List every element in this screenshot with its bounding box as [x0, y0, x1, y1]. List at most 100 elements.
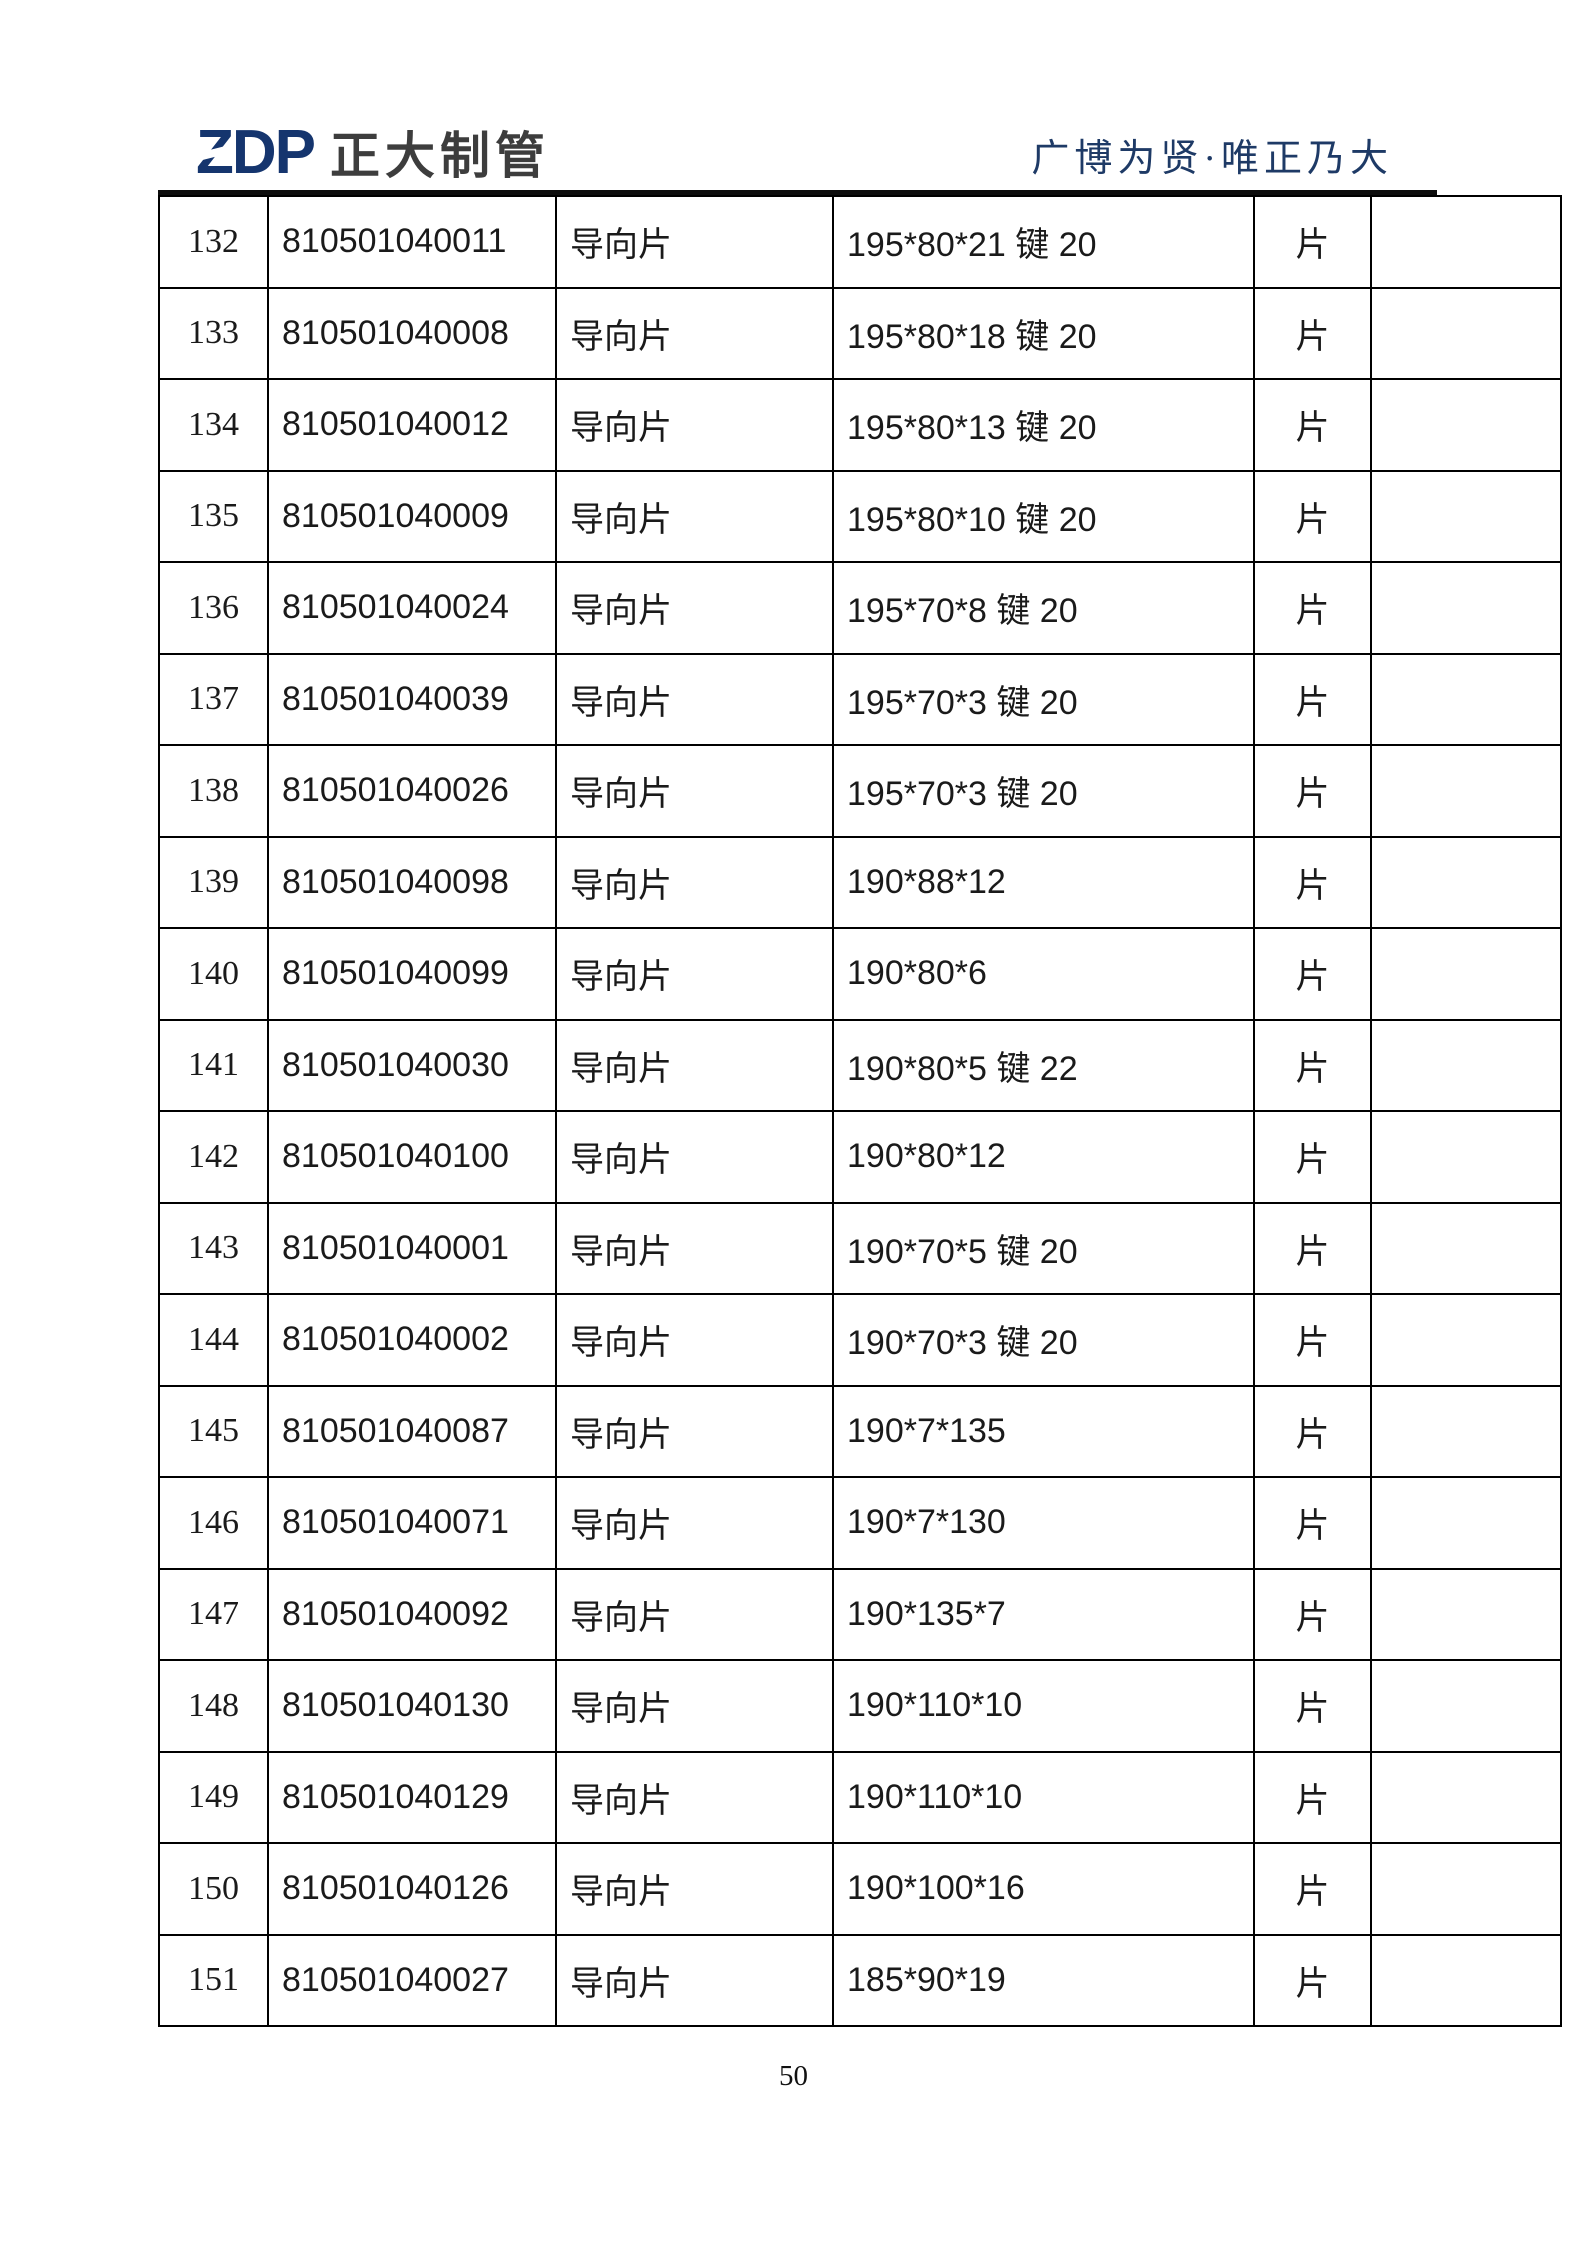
cell-remark [1370, 1567, 1562, 1661]
cell-code: 810501040129 [267, 1750, 557, 1844]
cell-name: 导向片 [555, 1018, 834, 1112]
cell-code: 810501040026 [267, 744, 557, 838]
cell-remark [1370, 195, 1562, 289]
cell-spec: 190*110*10 [832, 1659, 1255, 1753]
table-row: 137 810501040039 导向片 195*70*3 键 20 片 [158, 652, 1562, 746]
cell-remark [1370, 1750, 1562, 1844]
cell-remark [1370, 561, 1562, 655]
cell-name: 导向片 [555, 286, 834, 380]
cell-code: 810501040071 [267, 1476, 557, 1570]
header-rule [158, 190, 1437, 195]
cell-remark [1370, 1933, 1562, 2027]
table-row: 132 810501040011 导向片 195*80*21 键 20 片 [158, 195, 1562, 289]
cell-unit: 片 [1253, 744, 1372, 838]
cell-name: 导向片 [555, 561, 834, 655]
cell-code: 810501040002 [267, 1293, 557, 1387]
table-row: 139 810501040098 导向片 190*88*12 片 [158, 835, 1562, 929]
company-logo: ZDP 正大制管 [192, 122, 550, 184]
cell-index: 134 [158, 378, 269, 472]
cell-index: 147 [158, 1567, 269, 1661]
cell-code: 810501040008 [267, 286, 557, 380]
cell-name: 导向片 [555, 652, 834, 746]
parts-table: 132 810501040011 导向片 195*80*21 键 20 片 13… [158, 195, 1562, 2027]
table-row: 148 810501040130 导向片 190*110*10 片 [158, 1659, 1562, 1753]
cell-remark [1370, 835, 1562, 929]
cell-name: 导向片 [555, 1476, 834, 1570]
cell-name: 导向片 [555, 1110, 834, 1204]
cell-name: 导向片 [555, 1384, 834, 1478]
cell-code: 810501040100 [267, 1110, 557, 1204]
cell-unit: 片 [1253, 286, 1372, 380]
cell-remark [1370, 1110, 1562, 1204]
cell-index: 135 [158, 469, 269, 563]
company-slogan: 广博为贤·唯正乃大 [1031, 138, 1393, 180]
cell-unit: 片 [1253, 1476, 1372, 1570]
cell-remark [1370, 286, 1562, 380]
cell-spec: 195*80*18 键 20 [832, 286, 1255, 380]
cell-code: 810501040027 [267, 1933, 557, 2027]
cell-unit: 片 [1253, 1933, 1372, 2027]
table-row: 149 810501040129 导向片 190*110*10 片 [158, 1750, 1562, 1844]
table-row: 141 810501040030 导向片 190*80*5 键 22 片 [158, 1018, 1562, 1112]
cell-name: 导向片 [555, 195, 834, 289]
table-row: 151 810501040027 导向片 185*90*19 片 [158, 1933, 1562, 2027]
cell-unit: 片 [1253, 1018, 1372, 1112]
cell-name: 导向片 [555, 1842, 834, 1936]
cell-remark [1370, 1201, 1562, 1295]
cell-unit: 片 [1253, 835, 1372, 929]
cell-unit: 片 [1253, 1567, 1372, 1661]
cell-unit: 片 [1253, 1110, 1372, 1204]
cell-code: 810501040012 [267, 378, 557, 472]
cell-unit: 片 [1253, 927, 1372, 1021]
cell-remark [1370, 744, 1562, 838]
cell-index: 151 [158, 1933, 269, 2027]
table-row: 143 810501040001 导向片 190*70*5 键 20 片 [158, 1201, 1562, 1295]
company-name: 正大制管 [330, 127, 550, 184]
cell-name: 导向片 [555, 927, 834, 1021]
cell-index: 143 [158, 1201, 269, 1295]
cell-spec: 195*70*3 键 20 [832, 652, 1255, 746]
cell-unit: 片 [1253, 1842, 1372, 1936]
cell-spec: 195*70*3 键 20 [832, 744, 1255, 838]
cell-unit: 片 [1253, 561, 1372, 655]
cell-spec: 195*80*10 键 20 [832, 469, 1255, 563]
cell-remark [1370, 1018, 1562, 1112]
cell-index: 142 [158, 1110, 269, 1204]
cell-index: 140 [158, 927, 269, 1021]
cell-spec: 190*110*10 [832, 1750, 1255, 1844]
cell-code: 810501040099 [267, 927, 557, 1021]
cell-spec: 190*80*12 [832, 1110, 1255, 1204]
parts-table-body: 132 810501040011 导向片 195*80*21 键 20 片 13… [158, 195, 1562, 2027]
cell-remark [1370, 1476, 1562, 1570]
table-row: 140 810501040099 导向片 190*80*6 片 [158, 927, 1562, 1021]
table-row: 138 810501040026 导向片 195*70*3 键 20 片 [158, 744, 1562, 838]
cell-spec: 195*80*21 键 20 [832, 195, 1255, 289]
cell-name: 导向片 [555, 1293, 834, 1387]
cell-remark [1370, 1384, 1562, 1478]
cell-index: 138 [158, 744, 269, 838]
cell-spec: 190*135*7 [832, 1567, 1255, 1661]
cell-index: 149 [158, 1750, 269, 1844]
cell-name: 导向片 [555, 744, 834, 838]
cell-index: 136 [158, 561, 269, 655]
cell-index: 141 [158, 1018, 269, 1112]
cell-code: 810501040009 [267, 469, 557, 563]
cell-spec: 190*7*135 [832, 1384, 1255, 1478]
cell-remark [1370, 1293, 1562, 1387]
cell-unit: 片 [1253, 1384, 1372, 1478]
cell-index: 145 [158, 1384, 269, 1478]
cell-name: 导向片 [555, 469, 834, 563]
table-row: 136 810501040024 导向片 195*70*8 键 20 片 [158, 561, 1562, 655]
cell-spec: 190*70*5 键 20 [832, 1201, 1255, 1295]
cell-index: 132 [158, 195, 269, 289]
cell-index: 133 [158, 286, 269, 380]
table-row: 142 810501040100 导向片 190*80*12 片 [158, 1110, 1562, 1204]
cell-index: 148 [158, 1659, 269, 1753]
cell-unit: 片 [1253, 378, 1372, 472]
cell-unit: 片 [1253, 1659, 1372, 1753]
cell-code: 810501040001 [267, 1201, 557, 1295]
cell-remark [1370, 927, 1562, 1021]
cell-name: 导向片 [555, 1201, 834, 1295]
cell-code: 810501040039 [267, 652, 557, 746]
